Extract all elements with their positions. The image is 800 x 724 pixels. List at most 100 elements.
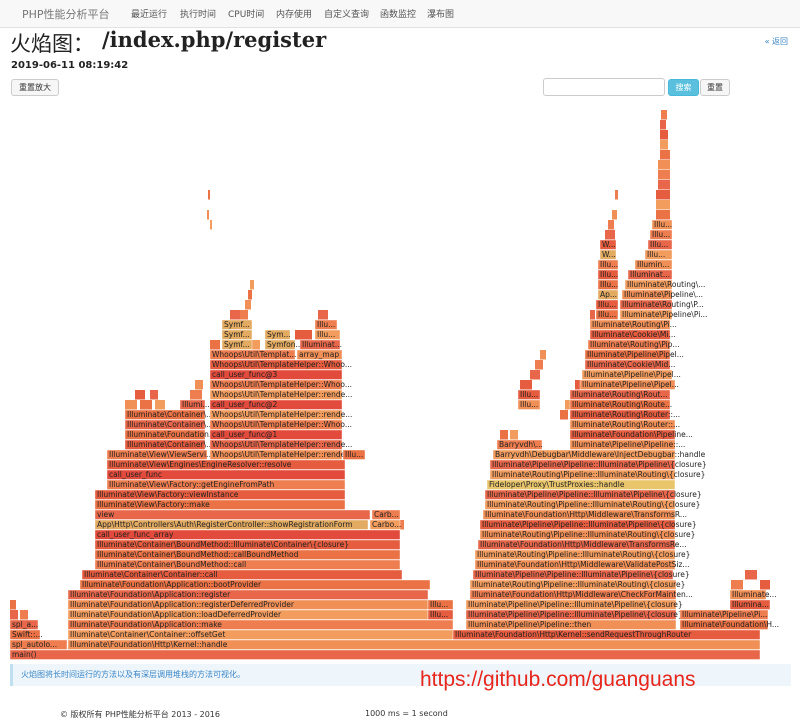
flame-frame[interactable] [482,509,676,520]
flame-frame[interactable] [597,289,619,300]
flame-frame[interactable] [124,409,206,420]
flame-frame[interactable] [474,549,676,560]
flame-frame[interactable] [106,469,346,480]
flame-frame[interactable] [94,559,401,570]
flame-frame[interactable] [209,389,343,400]
flame-frame[interactable] [569,429,676,440]
flame-frame[interactable] [94,519,369,530]
flame-frame[interactable] [209,409,343,420]
flame-frame[interactable] [314,319,338,330]
flame-frame[interactable] [209,439,343,450]
flame-frame[interactable] [579,379,676,390]
flame-frame[interactable] [581,369,673,380]
flame-frame[interactable] [647,239,673,250]
flame-frame[interactable] [9,629,41,640]
search-button[interactable]: 搜索 [668,79,699,96]
flame-frame[interactable] [479,529,676,540]
nav-item[interactable]: 函数监控 [380,10,417,20]
flame-frame[interactable] [264,329,291,340]
flame-frame[interactable] [472,569,674,580]
flame-frame[interactable] [679,619,769,630]
flame-frame[interactable] [342,449,366,460]
flame-frame[interactable] [644,249,673,260]
flame-frame[interactable] [465,619,677,630]
flame-frame[interactable] [496,439,543,450]
flame-frame[interactable] [584,349,671,360]
nav-item[interactable]: 最近运行 [131,10,168,20]
flame-frame[interactable] [492,449,676,460]
flame-frame[interactable] [484,489,676,500]
flame-frame[interactable] [427,599,454,610]
flame-frame[interactable] [106,479,346,490]
flame-frame[interactable] [619,299,673,310]
flame-frame[interactable] [221,319,253,330]
flame-frame[interactable] [264,339,296,350]
flame-frame[interactable] [427,609,454,620]
flame-frame[interactable] [484,499,676,510]
flame-frame[interactable] [67,619,454,630]
flame-frame[interactable] [221,339,253,350]
flame-frame[interactable] [569,419,676,430]
flame-frame[interactable] [489,469,676,480]
flame-frame[interactable] [624,279,673,290]
flame-frame[interactable] [9,649,761,660]
nav-item[interactable]: 瀑布图 [427,10,455,20]
flame-frame[interactable] [371,509,401,520]
nav-item[interactable]: CPU时间 [228,10,265,20]
flame-frame[interactable] [597,279,619,290]
search-input[interactable] [543,78,665,96]
flame-frame[interactable] [469,589,677,600]
flame-frame[interactable] [569,399,671,410]
flame-frame[interactable] [179,399,206,410]
flame-frame[interactable] [209,419,343,430]
flame-frame[interactable] [595,299,619,310]
nav-item[interactable]: 内存使用 [276,10,313,20]
flame-frame[interactable] [597,259,619,270]
nav-item[interactable]: 自定义查询 [324,10,370,20]
flame-frame[interactable] [569,439,676,450]
flame-frame[interactable] [124,429,206,440]
flame-frame[interactable] [209,429,343,440]
flame-frame[interactable] [634,259,673,270]
flame-frame[interactable] [729,589,767,600]
flame-frame[interactable] [9,639,68,650]
flame-frame[interactable] [584,359,671,370]
flame-frame[interactable] [67,639,761,650]
flame-frame[interactable] [94,509,371,520]
flame-frame[interactable] [94,539,401,550]
flame-frame[interactable] [79,579,431,590]
flame-frame[interactable] [94,529,401,540]
flame-frame[interactable] [465,599,677,610]
nav-item[interactable]: 执行时间 [180,10,217,20]
flame-frame[interactable] [489,459,676,470]
flame-frame[interactable] [452,629,761,640]
flame-frame[interactable] [569,409,671,420]
flame-frame[interactable] [124,439,206,450]
flame-frame[interactable] [94,489,346,500]
flame-frame[interactable] [9,619,39,630]
flame-frame[interactable] [517,389,541,400]
flame-frame[interactable] [209,349,296,360]
flame-frame[interactable] [314,329,341,340]
back-link[interactable]: « 返回 [764,37,788,46]
flame-frame[interactable] [474,559,676,570]
flame-frame[interactable] [517,399,541,410]
flame-frame[interactable] [106,459,346,470]
flame-frame[interactable] [589,319,671,330]
flame-frame[interactable] [209,449,343,460]
flame-frame[interactable] [649,229,673,240]
zoom-reset-button[interactable]: 重置放大 [11,79,59,96]
flame-frame[interactable] [124,419,206,430]
flame-frame[interactable] [477,539,676,550]
flame-frame[interactable] [469,579,677,590]
flame-frame[interactable] [599,249,617,260]
flame-frame[interactable] [599,239,617,250]
flame-frame[interactable] [486,479,676,490]
flame-frame[interactable] [621,289,673,300]
flame-frame[interactable] [587,339,671,350]
flame-frame[interactable] [627,269,673,280]
flame-frame[interactable] [369,519,401,530]
flame-frame[interactable] [94,549,401,560]
flame-frame[interactable] [209,369,343,380]
flame-frame[interactable] [209,359,343,370]
